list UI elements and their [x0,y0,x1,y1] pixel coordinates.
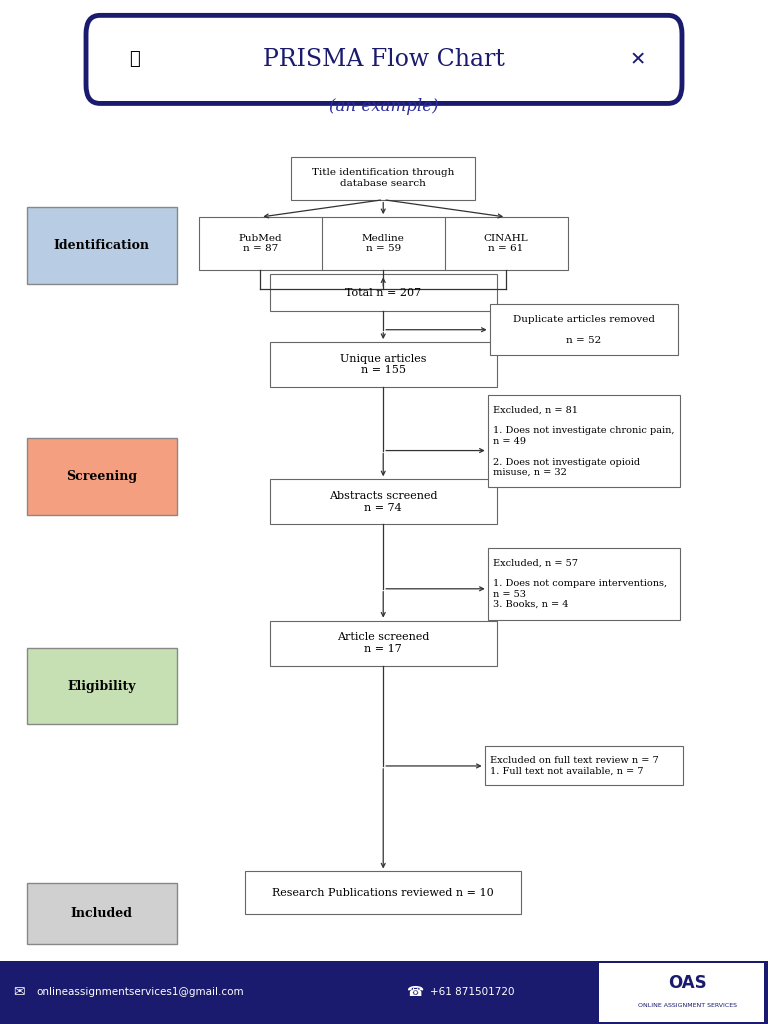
FancyBboxPatch shape [27,207,177,284]
FancyBboxPatch shape [0,961,768,1024]
FancyBboxPatch shape [270,479,497,524]
Text: ✉: ✉ [13,985,25,999]
Text: OAS: OAS [668,974,707,992]
Text: onlineassignmentservices1@gmail.com: onlineassignmentservices1@gmail.com [37,987,244,997]
FancyBboxPatch shape [488,395,680,487]
Text: Medline
n = 59: Medline n = 59 [362,234,405,253]
Text: (an example): (an example) [329,98,439,115]
Text: ONLINE ASSIGNMENT SERVICES: ONLINE ASSIGNMENT SERVICES [638,1004,737,1008]
Text: Excluded on full text review n = 7
1. Full text not available, n = 7: Excluded on full text review n = 7 1. Fu… [490,757,659,775]
Text: Unique articles
n = 155: Unique articles n = 155 [340,353,426,376]
FancyBboxPatch shape [27,647,177,725]
Text: Total n = 207: Total n = 207 [345,288,422,298]
Text: Included: Included [71,907,133,920]
Text: Screening: Screening [66,470,137,482]
Text: Title identification through
database search: Title identification through database se… [312,169,455,187]
Text: +61 871501720: +61 871501720 [430,987,515,997]
Text: PRISMA Flow Chart: PRISMA Flow Chart [263,48,505,71]
FancyBboxPatch shape [270,342,497,387]
FancyBboxPatch shape [270,274,497,311]
Text: 🔍: 🔍 [129,50,140,69]
FancyBboxPatch shape [199,217,568,270]
FancyBboxPatch shape [599,963,764,1022]
FancyBboxPatch shape [270,621,497,666]
FancyBboxPatch shape [27,883,177,944]
FancyBboxPatch shape [86,15,682,103]
Text: ✕: ✕ [629,50,646,69]
FancyBboxPatch shape [27,438,177,514]
Text: ☎: ☎ [406,985,423,999]
Text: Eligibility: Eligibility [68,680,136,692]
FancyBboxPatch shape [291,157,475,200]
Text: PubMed
n = 87: PubMed n = 87 [239,234,282,253]
Text: Duplicate articles removed

n = 52: Duplicate articles removed n = 52 [513,314,654,345]
Text: CINAHL
n = 61: CINAHL n = 61 [484,234,528,253]
Text: Identification: Identification [54,240,150,252]
FancyBboxPatch shape [488,548,680,620]
Text: Excluded, n = 57

1. Does not compare interventions,
n = 53
3. Books, n = 4: Excluded, n = 57 1. Does not compare int… [493,558,667,609]
FancyBboxPatch shape [490,304,677,355]
Text: Research Publications reviewed n = 10: Research Publications reviewed n = 10 [273,888,494,898]
FancyBboxPatch shape [245,871,521,914]
Text: Article screened
n = 17: Article screened n = 17 [337,632,429,654]
Text: Excluded, n = 81

1. Does not investigate chronic pain,
n = 49

2. Does not inve: Excluded, n = 81 1. Does not investigate… [493,406,674,477]
Text: Abstracts screened
n = 74: Abstracts screened n = 74 [329,490,438,513]
FancyBboxPatch shape [485,746,683,785]
